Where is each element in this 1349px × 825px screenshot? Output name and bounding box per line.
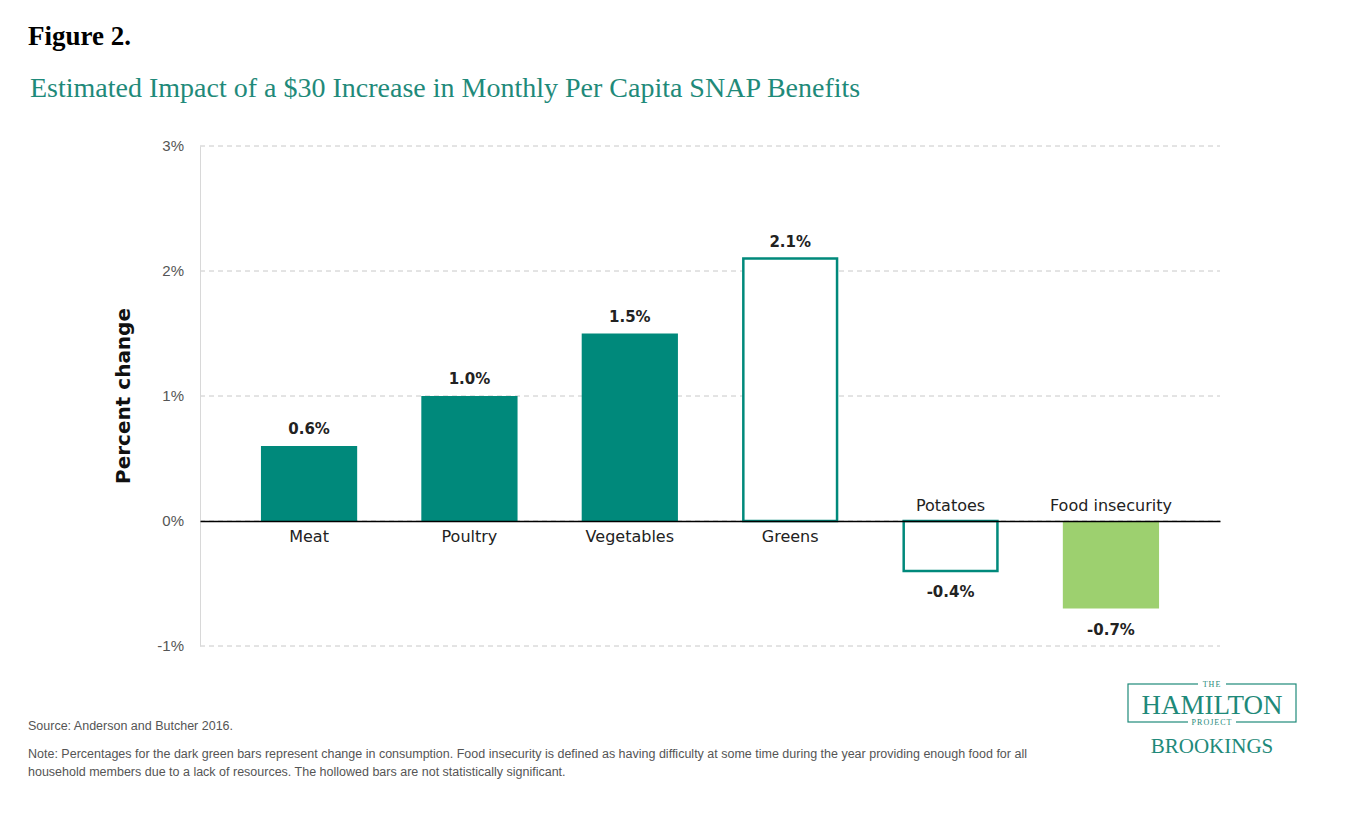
x-tick: Meat: [289, 521, 329, 546]
y-tick-label: -1%: [157, 637, 184, 654]
x-axis-line: [201, 521, 1221, 523]
y-tick: 3%: [162, 137, 200, 154]
grid-line: [200, 271, 1220, 272]
data-label: 0.6%: [288, 420, 330, 438]
data-label: 2.1%: [769, 233, 811, 251]
bar: [421, 396, 517, 521]
bars: [261, 259, 1159, 609]
x-tick-label: Food insecurity: [1050, 496, 1172, 515]
x-tick: Vegetables: [586, 521, 674, 546]
x-axis: Meat Poultry Vegetables Greens Potatoes Food …: [201, 496, 1221, 546]
x-tick-label: Vegetables: [586, 527, 674, 546]
y-tick: -1%: [157, 637, 200, 654]
figure-label: Figure 2.: [28, 21, 131, 51]
logo-frame: [1128, 684, 1296, 722]
data-label: -0.7%: [1087, 621, 1135, 639]
logo-gap: [1188, 717, 1236, 727]
grid: [200, 146, 1220, 646]
y-tick-label: 2%: [162, 262, 184, 279]
x-tick-label: Poultry: [442, 527, 498, 546]
x-tick: Greens: [762, 521, 819, 546]
x-tick: Poultry: [442, 521, 498, 546]
logo-project: PROJECT: [1192, 718, 1233, 727]
x-tick-label: Greens: [762, 527, 819, 546]
bar: [261, 446, 357, 521]
logo-hamilton: HAMILTON: [1141, 690, 1282, 720]
logo-the: THE: [1203, 680, 1222, 689]
bar: [743, 259, 837, 522]
logo-brookings: BROOKINGS: [1151, 734, 1274, 758]
logo: THEHAMILTONPROJECT BROOKINGS: [1128, 679, 1296, 758]
x-tick: Food insecurity: [1050, 496, 1172, 521]
data-label: 1.5%: [609, 308, 651, 326]
y-tick-label: 3%: [162, 137, 184, 154]
source: Source: Anderson and Butcher 2016.: [28, 717, 1088, 735]
grid-line: [200, 396, 1220, 397]
data-label: 1.0%: [449, 370, 491, 388]
chart-title: Estimated Impact of a $30 Increase in Mo…: [30, 72, 860, 103]
y-tick-label: 1%: [162, 387, 184, 404]
y-tick: 1%: [162, 387, 200, 404]
x-tick-label: Meat: [289, 527, 329, 546]
x-tick-label: Potatoes: [916, 496, 985, 515]
y-tick: 0%: [162, 512, 200, 529]
logo-gap: [1198, 679, 1226, 689]
bar: [1063, 521, 1159, 609]
x-tick: Potatoes: [916, 496, 985, 521]
grid-line: [200, 646, 1220, 647]
chart-svg: Figure 2. Estimated Impact of a $30 Incre…: [0, 0, 1349, 825]
grid-line: [200, 146, 1220, 147]
y-axis: -1% 0% 1% 2% 3%: [157, 137, 200, 654]
y-axis-title: Percent change: [111, 308, 135, 484]
note: Note: Percentages for the dark green bar…: [28, 745, 1088, 781]
y-tick-label: 0%: [162, 512, 184, 529]
bar: [904, 521, 998, 571]
y-axis-line: [200, 147, 201, 647]
y-tick: 2%: [162, 262, 200, 279]
data-label: -0.4%: [927, 583, 975, 601]
data-labels: 0.6% 1.0% 1.5% 2.1% -0.4% -0.7%: [288, 233, 1135, 639]
bar: [582, 334, 678, 522]
chart-container: Figure 2. Estimated Impact of a $30 Incre…: [0, 0, 1349, 825]
page: {"chart_data": { "type": "bar", "figure_…: [0, 0, 1349, 825]
